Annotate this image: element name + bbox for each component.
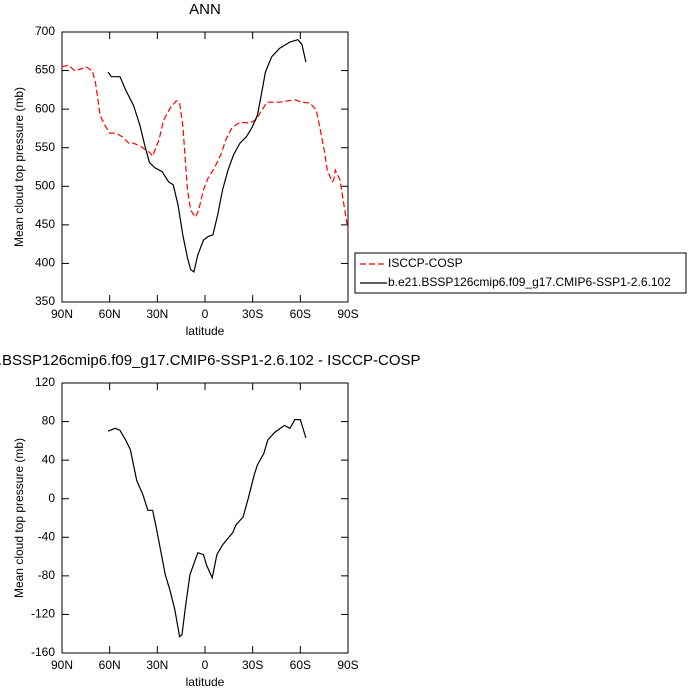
- x-tick-label: 90S: [337, 658, 358, 672]
- x-tick-label: 90N: [51, 658, 73, 672]
- x-axis-label: latitude: [186, 675, 225, 689]
- y-axis-label: Mean cloud top pressure (mb): [12, 438, 26, 598]
- y-tick-label: 550: [35, 140, 55, 154]
- y-tick-label: 450: [35, 217, 55, 231]
- y-tick-label: 40: [42, 452, 56, 466]
- y-tick-label: 700: [35, 24, 55, 38]
- x-tick-label: 30S: [242, 307, 263, 321]
- x-axis-label: latitude: [186, 324, 225, 338]
- y-tick-label: 400: [35, 256, 55, 270]
- y-tick-label: 80: [42, 414, 56, 428]
- y-tick-label: -120: [31, 607, 55, 621]
- legend-label: b.e21.BSSP126cmip6.f09_g17.CMIP6-SSP1-2.…: [388, 275, 671, 289]
- data-line: [61, 64, 349, 231]
- data-line: [107, 419, 307, 638]
- x-tick-label: 0: [202, 307, 209, 321]
- x-tick-label: 60S: [290, 307, 311, 321]
- chart-title: 1.BSSP126cmip6.f09_g17.CMIP6-SSP1-2.6.10…: [0, 352, 421, 369]
- x-tick-label: 90N: [51, 307, 73, 321]
- y-tick-label: -160: [31, 645, 55, 659]
- x-tick-label: 90S: [337, 307, 358, 321]
- y-axis-label: Mean cloud top pressure (mb): [12, 87, 26, 247]
- x-tick-label: 0: [202, 658, 209, 672]
- y-tick-label: 350: [35, 294, 55, 308]
- x-tick-label: 60N: [99, 658, 121, 672]
- x-tick-label: 30S: [242, 658, 263, 672]
- chart-title: ANN: [189, 1, 221, 18]
- x-tick-label: 60N: [99, 307, 121, 321]
- y-tick-label: 650: [35, 63, 55, 77]
- x-tick-label: 60S: [290, 658, 311, 672]
- y-tick-label: 500: [35, 178, 55, 192]
- y-tick-label: -40: [38, 529, 56, 543]
- y-tick-label: 120: [35, 375, 55, 389]
- legend-label: ISCCP-COSP: [388, 256, 463, 270]
- data-line: [107, 39, 307, 273]
- x-tick-label: 30N: [146, 307, 168, 321]
- plot-frame: [61, 382, 349, 654]
- legend-box: [354, 252, 687, 294]
- plot-frame: [61, 31, 349, 303]
- y-tick-label: 600: [35, 101, 55, 115]
- y-tick-label: 0: [48, 491, 55, 505]
- y-tick-label: -80: [38, 568, 56, 582]
- x-tick-label: 30N: [146, 658, 168, 672]
